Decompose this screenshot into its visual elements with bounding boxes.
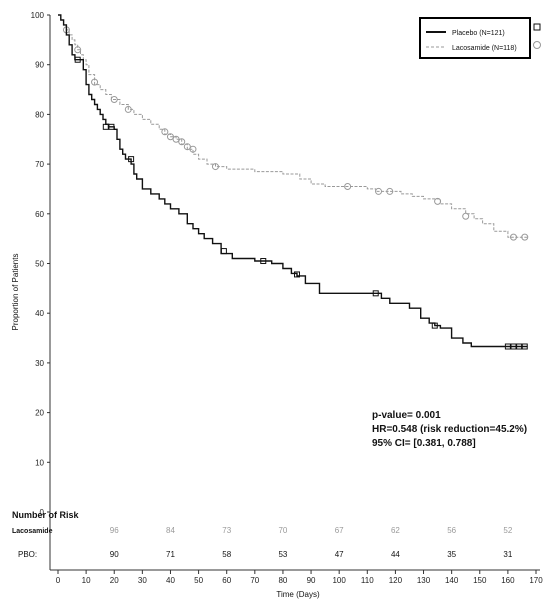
censor-marker-placebo [516,343,523,350]
censor-marker-lacosamide [74,46,82,54]
y-ticks: 0 10 20 30 40 50 60 70 80 90 100 [31,11,50,517]
censor-marker-placebo [521,343,528,350]
risk-value: 35 [447,550,456,559]
risk-values: 96 84 73 70 67 62 56 52 90 71 58 53 47 44 35 31 [110,526,513,559]
censor-marker-lacosamide [462,212,470,220]
censor-marker-placebo [128,156,135,163]
y-axis-title: Proportion of Patients [11,254,20,331]
censor-marker-placebo [504,343,511,350]
censor-marker-placebo [108,123,115,130]
risk-value: 90 [110,550,119,559]
y-tick-label: 80 [35,110,44,119]
confidence-interval-text: 95% CI= [0.381, 0.788] [372,438,476,449]
risk-value: 44 [391,550,400,559]
risk-value: 62 [391,526,400,535]
y-tick-label: 50 [35,260,44,269]
x-tick-label: 160 [501,576,515,585]
series-line-lacosamide [58,14,528,238]
censor-marker-placebo [431,322,438,329]
censor-marker-placebo [74,56,81,63]
risk-value: 56 [447,526,456,535]
legend-label-placebo: Placebo (N=121) [452,30,505,37]
x-tick-label: 140 [445,576,459,585]
risk-value: 67 [335,526,344,535]
censor-marker-placebo [220,248,227,255]
risk-value: 70 [278,526,287,535]
p-value-text: p-value= 0.001 [372,410,441,421]
risk-row-label-pbo: PBO: [18,550,37,559]
censor-marker-lacosamide [178,138,186,146]
series-line-placebo [58,14,528,348]
y-tick-label: 60 [35,210,44,219]
y-tick-label: 0 [40,508,45,517]
legend-label-lacosamide: Lacosamide (N=118) [452,45,517,52]
x-tick-label: 70 [250,576,259,585]
x-tick-label: 100 [332,576,346,585]
y-tick-label: 30 [35,359,44,368]
y-tick-label: 90 [35,61,44,70]
legend-marker-square [533,23,541,31]
censor-marker-placebo [510,343,517,350]
x-tick-label: 60 [222,576,231,585]
risk-value: 47 [335,550,344,559]
censor-marker-lacosamide [344,182,352,190]
risk-value: 53 [278,550,287,559]
y-tick-label: 100 [31,11,45,20]
censor-marker-lacosamide [172,135,180,143]
x-tick-label: 20 [110,576,119,585]
censor-marker-lacosamide [510,233,518,241]
series-layer [58,14,529,350]
censor-marker-lacosamide [110,95,118,103]
risk-table-title: Number of Risk [12,510,80,520]
x-tick-label: 110 [361,576,374,585]
x-ticks: 0 10 20 30 40 50 60 70 80 90 100 110 120 130 140 150 160… [56,570,543,585]
x-tick-label: 170 [529,576,543,585]
y-tick-label: 70 [35,160,44,169]
risk-value: 58 [222,550,231,559]
censor-marker-placebo [294,271,300,278]
censor-marker-lacosamide [124,105,132,113]
censor-marker-lacosamide [521,233,529,241]
censor-marker-lacosamide [375,187,383,195]
x-axis-title: Time (Days) [276,590,320,599]
censor-marker-placebo [102,123,109,130]
risk-value: 73 [222,526,231,535]
x-tick-label: 150 [473,576,487,585]
risk-value: 52 [503,526,512,535]
hazard-ratio-text: HR=0.548 (risk reduction=45.2%) [372,424,527,435]
censor-marker-placebo [372,290,379,297]
x-tick-label: 90 [307,576,316,585]
censor-marker-lacosamide [91,78,99,86]
x-tick-label: 0 [56,576,61,585]
legend-marker-circle [533,41,541,49]
x-tick-label: 40 [166,576,175,585]
x-tick-label: 130 [417,576,431,585]
risk-value: 84 [166,526,175,535]
censor-marker-placebo [260,258,267,265]
x-tick-label: 10 [82,576,91,585]
legend: Placebo (N=121) Lacosamide (N=118) [419,17,531,59]
risk-value: 71 [166,550,175,559]
x-tick-label: 80 [278,576,287,585]
legend-box [419,17,531,59]
risk-value: 96 [110,526,119,535]
censor-marker-lacosamide [161,128,169,136]
censor-marker-lacosamide [183,143,191,151]
x-tick-label: 120 [389,576,403,585]
y-tick-label: 10 [35,458,44,467]
censor-marker-lacosamide [189,145,197,153]
censor-marker-lacosamide [166,133,174,141]
x-tick-label: 50 [194,576,203,585]
censor-marker-lacosamide [386,187,394,195]
y-tick-label: 20 [35,409,44,418]
x-tick-label: 30 [138,576,147,585]
censor-marker-lacosamide [211,163,219,171]
risk-value: 31 [503,550,512,559]
y-tick-label: 40 [35,309,44,318]
risk-row-label-lacosamide: Lacosamide [12,528,53,535]
censor-marker-lacosamide [434,197,442,205]
